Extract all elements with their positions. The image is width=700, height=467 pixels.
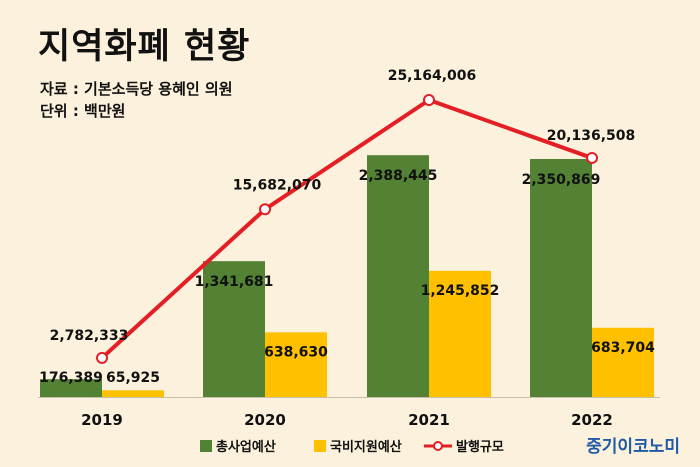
publisher-logo: 중기이코노미 xyxy=(586,437,680,457)
data-label-발행규모-2020: 15,682,070 xyxy=(233,177,322,193)
data-label-국비지원예산-2019: 65,925 xyxy=(106,370,160,386)
data-label-총사업예산-2022: 2,350,869 xyxy=(522,172,601,188)
data-label-발행규모-2022: 20,136,508 xyxy=(547,128,636,144)
data-label-총사업예산-2019: 176,389 xyxy=(39,370,103,386)
data-label-국비지원예산-2020: 638,630 xyxy=(264,344,328,360)
data-label-총사업예산-2020: 1,341,681 xyxy=(195,274,274,290)
bar-국비지원예산-2019 xyxy=(102,390,164,397)
data-label-발행규모-2021: 25,164,006 xyxy=(388,68,477,84)
bar-국비지원예산-2020 xyxy=(265,332,327,397)
data-label-국비지원예산-2022: 683,704 xyxy=(591,340,655,356)
bar-총사업예산-2022 xyxy=(530,158,592,397)
data-label-국비지원예산-2021: 1,245,852 xyxy=(421,283,500,299)
bar-총사업예산-2020 xyxy=(203,261,265,397)
x-tick-label-2021: 2021 xyxy=(408,411,450,429)
legend-swatch-국비지원예산 xyxy=(314,440,326,452)
data-label-총사업예산-2021: 2,388,445 xyxy=(359,168,438,184)
x-tick-label-2019: 2019 xyxy=(81,411,123,429)
legend-swatch-총사업예산 xyxy=(200,440,212,452)
x-tick-label-2022: 2022 xyxy=(571,411,613,429)
bar-총사업예산-2021 xyxy=(367,155,429,397)
bar-국비지원예산-2021 xyxy=(429,270,491,397)
point-발행규모-2020 xyxy=(259,203,271,216)
x-tick-label-2020: 2020 xyxy=(244,411,286,429)
bar-총사업예산-2019 xyxy=(40,379,102,397)
bar-국비지원예산-2022 xyxy=(592,327,654,397)
point-발행규모-2019 xyxy=(96,351,108,364)
source-note: 자료 : 기본소득당 용혜인 의원 xyxy=(40,80,233,98)
data-label-발행규모-2019: 2,782,333 xyxy=(50,328,129,344)
chart-title: 지역화폐 현황 xyxy=(38,27,251,67)
point-발행규모-2022 xyxy=(586,151,598,164)
legend-label-총사업예산: 총사업예산 xyxy=(216,439,276,455)
legend-label-발행규모: 발행규모 xyxy=(456,439,504,455)
legend-marker-발행규모 xyxy=(433,441,443,451)
line-발행규모 xyxy=(100,98,593,360)
point-발행규모-2021 xyxy=(423,94,435,106)
unit-note: 단위 : 백만원 xyxy=(40,102,126,120)
legend-label-국비지원예산: 국비지원예산 xyxy=(330,439,402,455)
